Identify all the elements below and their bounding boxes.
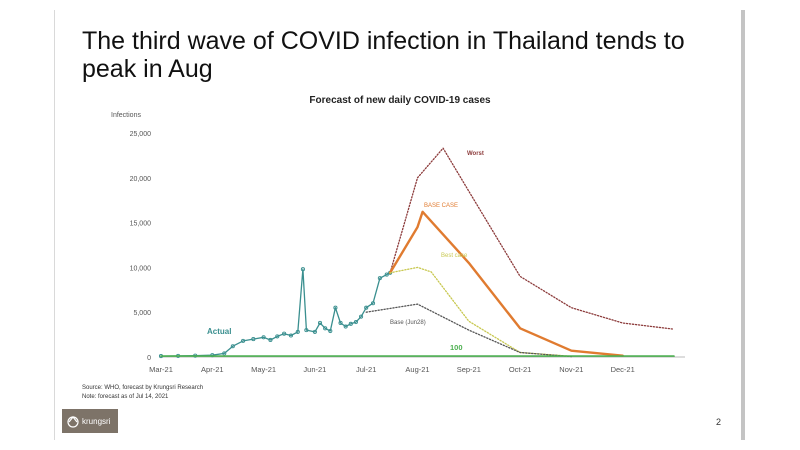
- actual-data-point: [384, 272, 389, 277]
- actual-data-point: [343, 324, 348, 329]
- logo-text: krungsri: [82, 416, 111, 426]
- x-tick-label: Jun-21: [303, 365, 326, 374]
- actual-data-point: [338, 320, 343, 326]
- source-line: Source: WHO, forecast by Krungsri Resear…: [82, 385, 204, 391]
- series-line-base-case: [388, 210, 624, 357]
- actual-data-point: [364, 305, 369, 310]
- x-tick-label: Aug-21: [405, 365, 429, 374]
- series-label-base-case: BASE CASE: [424, 203, 458, 209]
- actual-data-point: [377, 276, 382, 281]
- actual-data-point: [275, 334, 280, 339]
- x-tick-label: Nov-21: [559, 365, 583, 374]
- y-tick-label: 10,000: [130, 265, 152, 272]
- actual-data-point: [261, 335, 266, 340]
- y-tick-label: 15,000: [130, 221, 152, 228]
- slide-frame-right: [741, 10, 745, 440]
- actual-data-point: [251, 337, 256, 342]
- actual-data-point: [282, 331, 287, 336]
- series-label-best-case: Best case: [441, 253, 468, 259]
- actual-data-point: [353, 320, 358, 325]
- actual-data-point: [300, 267, 305, 272]
- note-line: Note: forecast as of Jul 14, 2021: [82, 394, 169, 400]
- series-line-actual: [160, 268, 391, 357]
- actual-data-point: [288, 333, 294, 338]
- x-tick-label: Jul-21: [356, 365, 376, 374]
- actual-data-point: [312, 329, 317, 334]
- series-label-worst: Worst: [467, 151, 484, 157]
- actual-data-point: [323, 326, 328, 331]
- slide-frame-left: [54, 10, 55, 440]
- x-tick-label: Dec-21: [611, 365, 635, 374]
- actual-data-point: [333, 305, 338, 310]
- y-tick-label: 5,000: [133, 310, 151, 317]
- series-label-base-jun28-: Base (Jun28): [390, 320, 426, 326]
- logo-mark-icon: [67, 416, 79, 428]
- series-label-actual: Actual: [207, 327, 231, 336]
- y-axis-label: Infections: [111, 112, 141, 119]
- series-line-best-case: [389, 266, 573, 357]
- actual-data-point: [359, 314, 364, 319]
- actual-data-point: [241, 338, 246, 343]
- chart-title: Forecast of new daily COVID-19 cases: [309, 95, 491, 106]
- actual-data-point: [348, 321, 353, 326]
- x-tick-label: Oct-21: [509, 365, 532, 374]
- page-number: 2: [716, 417, 722, 427]
- actual-data-point: [268, 337, 273, 343]
- x-tick-label: Apr-21: [201, 365, 224, 374]
- slide-title: The third wave of COVID infection in Tha…: [82, 27, 685, 83]
- y-tick-label: 25,000: [130, 131, 152, 138]
- actual-data-point: [230, 344, 235, 349]
- x-tick-label: Mar-21: [149, 365, 173, 374]
- actual-data-point: [304, 328, 309, 333]
- actual-data-point: [295, 329, 300, 334]
- y-tick-label: 0: [147, 355, 151, 362]
- actual-data-point: [328, 328, 333, 334]
- krungsri-logo: krungsri: [62, 409, 118, 433]
- actual-data-point: [317, 320, 323, 326]
- y-tick-label: 20,000: [130, 176, 152, 183]
- x-tick-label: May-21: [251, 365, 276, 374]
- series-label-100: 100: [450, 343, 463, 352]
- series-line-worst: [389, 147, 675, 330]
- series-line-base-jun28-: [365, 303, 573, 358]
- x-tick-label: Sep-21: [457, 365, 481, 374]
- source-note: Source: WHO, forecast by Krungsri Resear…: [82, 384, 203, 402]
- actual-data-point: [222, 351, 227, 356]
- actual-data-point: [370, 301, 376, 306]
